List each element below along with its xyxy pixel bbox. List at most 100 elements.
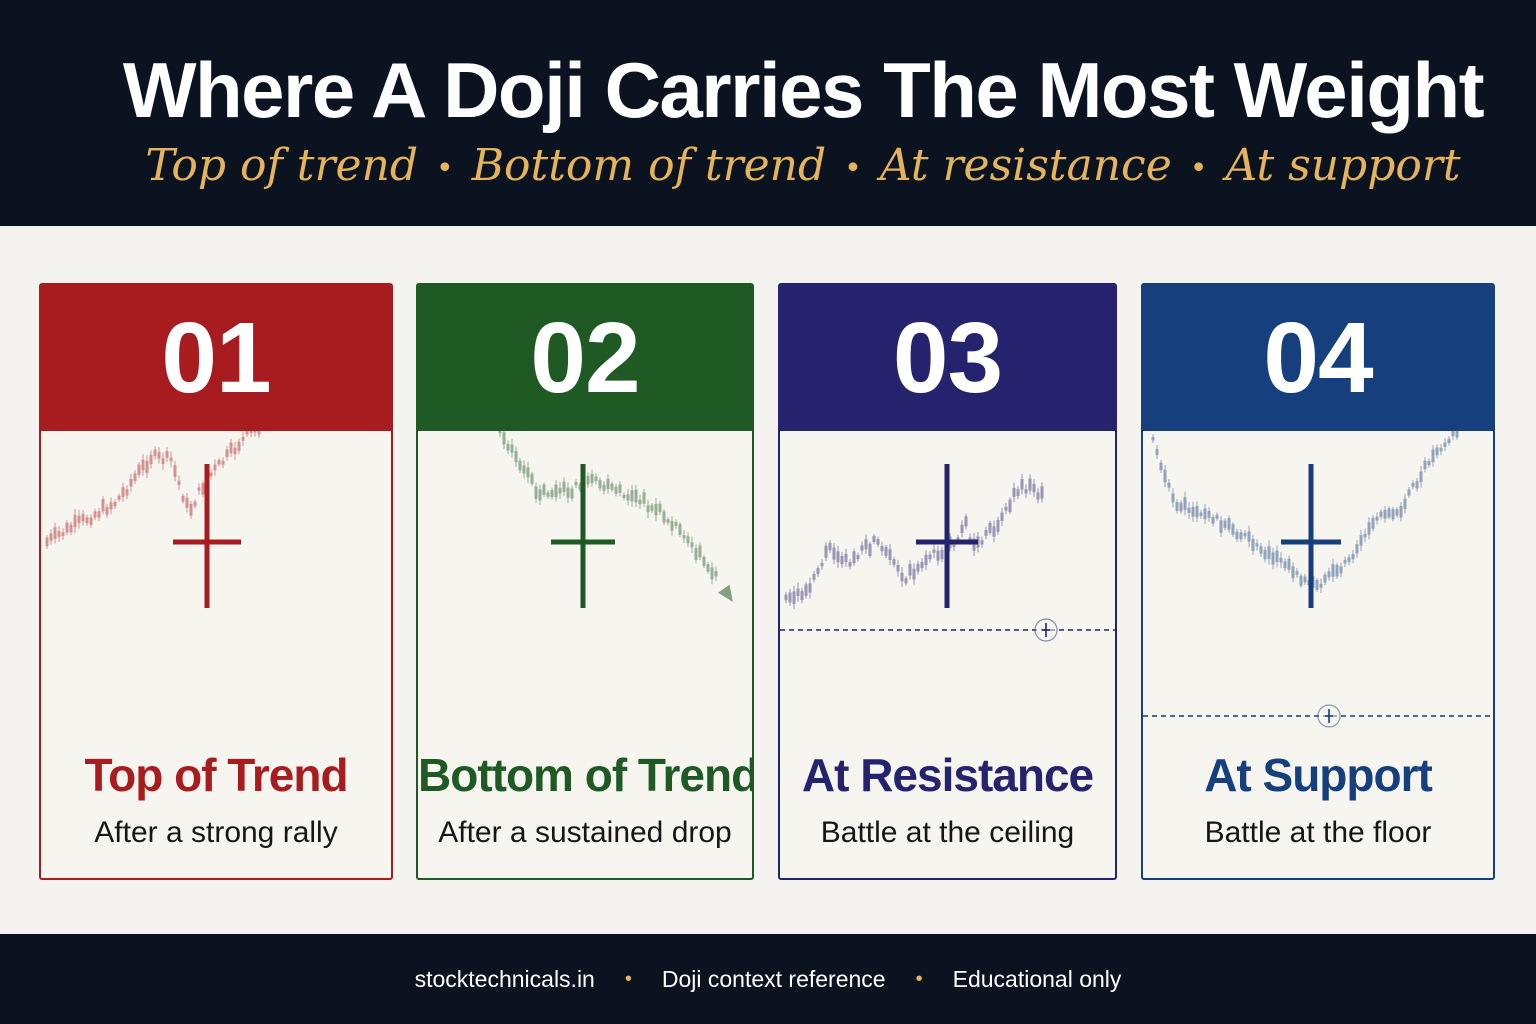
candle — [964, 513, 968, 530]
candle — [530, 471, 534, 486]
candle — [125, 485, 129, 500]
candle — [1016, 486, 1020, 500]
trend-arrow-icon — [717, 584, 733, 602]
candle — [1183, 491, 1187, 516]
subtitle-separator: • — [436, 150, 454, 186]
footer-site-link[interactable]: stocktechnicals.in — [414, 965, 595, 992]
candle — [57, 526, 61, 543]
candle — [1032, 479, 1036, 497]
candle — [610, 481, 614, 492]
candle — [1024, 484, 1028, 499]
candle — [828, 540, 832, 554]
candle — [153, 446, 157, 460]
candle — [1179, 500, 1183, 514]
candle — [498, 431, 502, 437]
candle — [1239, 529, 1243, 543]
candle — [1363, 528, 1367, 543]
candle — [1411, 480, 1415, 490]
footer-label: Educational only — [952, 965, 1122, 992]
price-candles — [45, 431, 261, 549]
candle — [896, 559, 900, 577]
card-subtitle: After a strong rally — [94, 816, 338, 849]
candle — [1287, 555, 1291, 573]
candle — [189, 501, 193, 519]
candle — [1004, 502, 1008, 515]
candle — [888, 544, 892, 566]
candle — [916, 560, 920, 575]
candle — [105, 504, 109, 518]
candle — [972, 533, 976, 557]
candle — [546, 490, 550, 499]
candle — [1419, 465, 1423, 488]
candle — [1427, 458, 1431, 468]
page-title: Where A Doji Carries The Most Weight — [122, 46, 1485, 134]
candle — [792, 586, 796, 610]
candle — [872, 533, 876, 545]
candle — [1155, 445, 1159, 459]
candle — [714, 566, 718, 581]
candle — [702, 554, 706, 568]
dip-to-support-line-with-doji-icon — [1143, 431, 1493, 728]
candle — [1415, 478, 1419, 492]
candle — [626, 489, 630, 506]
doji-icon — [551, 464, 615, 608]
candle — [1255, 539, 1259, 551]
candle — [554, 480, 558, 502]
doji-icon — [916, 464, 978, 608]
candle — [1283, 558, 1287, 572]
candle — [1012, 482, 1016, 503]
candle — [960, 520, 964, 538]
candle — [61, 528, 65, 541]
candle — [502, 431, 506, 450]
candle — [892, 556, 896, 568]
candle — [133, 470, 137, 484]
candle — [1159, 459, 1163, 473]
candle — [1247, 525, 1251, 548]
candle — [101, 496, 105, 515]
candle — [161, 452, 165, 470]
candle — [518, 457, 522, 474]
candle — [157, 447, 161, 464]
candle — [860, 541, 864, 555]
subtitle-item: Top of trend — [145, 140, 419, 191]
card-number: 04 — [1263, 302, 1373, 414]
card-bottom-of-trend: 02 Bottom of Trend After a sustained dro… — [416, 283, 754, 880]
candle — [1223, 518, 1227, 531]
candle — [1439, 444, 1443, 456]
candle — [856, 552, 860, 562]
candle — [77, 509, 81, 529]
card-number: 01 — [161, 302, 271, 414]
candle — [185, 492, 189, 513]
candle — [924, 550, 928, 570]
candle — [1399, 502, 1403, 522]
candle — [884, 544, 888, 559]
price-candles — [498, 431, 718, 585]
candle — [253, 431, 257, 437]
candle — [848, 559, 852, 570]
candle — [904, 576, 908, 586]
candle — [1251, 534, 1255, 556]
subtitle-item: At resistance — [879, 140, 1172, 191]
candle — [69, 521, 73, 536]
candle — [237, 438, 241, 455]
candle — [1263, 546, 1267, 563]
candle — [1423, 457, 1427, 473]
header-banner: Where A Doji Carries The Most Weight Top… — [0, 0, 1536, 226]
candle — [666, 516, 670, 526]
candle — [117, 493, 121, 502]
candle — [225, 445, 229, 461]
candle — [245, 431, 249, 438]
candle — [864, 534, 868, 554]
candle — [788, 588, 792, 606]
footer-separator: • — [624, 967, 632, 990]
candle — [193, 499, 197, 509]
candle — [832, 543, 836, 565]
candle — [852, 548, 856, 566]
candle — [1331, 558, 1335, 583]
candle — [658, 500, 662, 515]
card-number-header: 02 — [418, 285, 752, 431]
candle — [113, 499, 117, 510]
candle — [1279, 552, 1283, 569]
candle — [796, 582, 800, 603]
candle — [177, 475, 181, 491]
